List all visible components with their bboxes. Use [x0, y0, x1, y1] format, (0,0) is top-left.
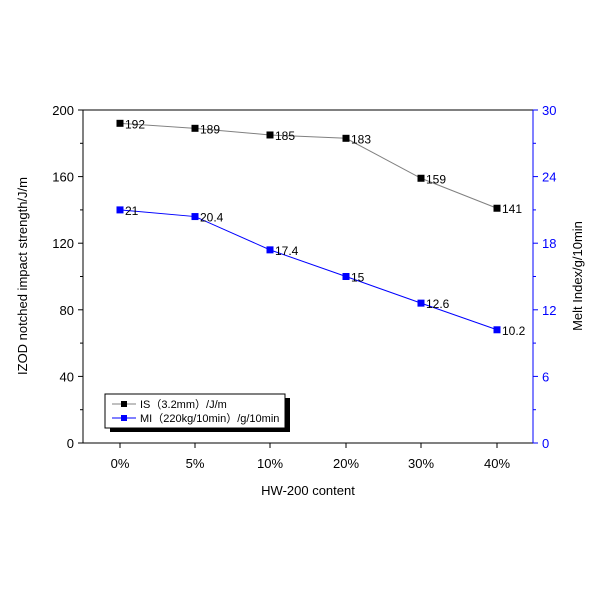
data-labels: 192 189 185 183 159 141 21 20.4 17.4 15 12.6 10.2	[125, 117, 526, 337]
data-point-1	[493, 326, 501, 334]
y2-tick-label: 24	[542, 170, 556, 185]
series-line-0	[119, 122, 498, 209]
data-label-1: 17.4	[275, 244, 299, 258]
legend-label-mi: MI（220kg/10min）/g/10min	[140, 412, 279, 425]
y2-tick-label: 18	[542, 236, 556, 251]
axis-ticks: 0 40 80 120 160 200 0 6 12 18 24 30 0% 5% 10% 20% 30% 40%	[52, 103, 556, 471]
data-label-0: 185	[275, 129, 295, 143]
legend: IS（3.2mm）/J/m MI（220kg/10min）/g/10min	[104, 393, 290, 432]
data-point-1	[191, 213, 199, 221]
data-point-1	[116, 206, 124, 214]
x-tick-label: 0%	[111, 456, 130, 471]
data-label-0: 159	[426, 172, 446, 186]
data-label-1: 12.6	[426, 297, 450, 311]
y-tick-label: 120	[52, 236, 74, 251]
plot-frame	[82, 109, 534, 444]
data-label-0: 141	[502, 202, 522, 216]
data-point-1	[342, 273, 350, 280]
y-tick-label: 40	[60, 369, 74, 384]
y-tick-label: 0	[67, 436, 74, 451]
x-tick-label: 10%	[257, 456, 283, 471]
legend-label-is: IS（3.2mm）/J/m	[140, 398, 227, 411]
y-tick-label: 80	[60, 303, 74, 318]
data-point-0	[342, 134, 350, 142]
data-label-1: 10.2	[502, 324, 526, 338]
x-tick-label: 30%	[408, 456, 434, 471]
x-tick-label: 40%	[484, 456, 510, 471]
y2-tick-label: 12	[542, 303, 556, 318]
legend-marker-is	[121, 401, 127, 407]
data-point-0	[417, 174, 425, 182]
legend-marker-mi	[121, 415, 127, 421]
y-axis-title: IZOD notched impact strength/J/m	[15, 177, 30, 375]
y-tick-label: 160	[52, 170, 74, 185]
data-point-0	[191, 124, 199, 132]
data-point-1	[417, 299, 425, 307]
data-point-0	[493, 204, 501, 212]
y2-axis-title: Melt Index/g/10min	[570, 221, 585, 331]
data-label-0: 183	[351, 132, 371, 146]
y2-tick-label: 6	[542, 369, 549, 384]
y2-tick-label: 30	[542, 103, 556, 118]
data-point-1	[266, 246, 274, 254]
legend-box	[104, 393, 286, 429]
series-layer	[116, 119, 501, 334]
data-label-0: 189	[200, 122, 220, 136]
data-point-0	[266, 131, 274, 139]
x-tick-label: 5%	[186, 456, 205, 471]
data-point-0	[116, 119, 124, 127]
y-tick-label: 200	[52, 103, 74, 118]
x-axis-title: HW-200 content	[261, 483, 355, 498]
y2-tick-label: 0	[542, 436, 549, 451]
data-label-1: 21	[125, 204, 139, 218]
data-label-1: 20.4	[200, 211, 224, 225]
x-tick-label: 20%	[333, 456, 359, 471]
data-label-0: 192	[125, 117, 145, 131]
series-line-1	[119, 209, 498, 331]
data-label-1: 15	[351, 271, 365, 285]
